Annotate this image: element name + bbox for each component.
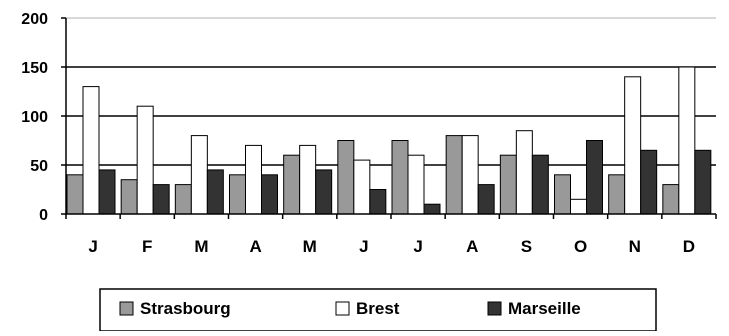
- y-tick-label: 150: [21, 60, 48, 77]
- legend-label-marseille: Marseille: [508, 299, 581, 318]
- bar-brest: [570, 198, 587, 215]
- bar-brest: [515, 130, 533, 215]
- bar-strasbourg: [337, 140, 355, 215]
- gridlines: [66, 17, 716, 166]
- bar-brest: [136, 105, 154, 215]
- y-tick-labels: 0 50 100 150 200: [21, 11, 48, 224]
- bar-marseille: [694, 149, 712, 215]
- bar-brest: [245, 144, 262, 215]
- bar-marseille: [315, 169, 333, 215]
- bar-strasbourg: [120, 179, 138, 215]
- y-tick-label: 100: [21, 109, 48, 126]
- x-tick-label: M: [303, 237, 317, 256]
- y-tick-label: 50: [30, 158, 48, 175]
- bar-strasbourg: [608, 174, 626, 215]
- axes: [61, 17, 717, 219]
- bar-marseille: [152, 184, 170, 215]
- bar-marseille: [261, 174, 278, 215]
- x-tick-label: F: [142, 237, 152, 256]
- legend-label-strasbourg: Strasbourg: [140, 299, 231, 318]
- y-tick-label: 0: [39, 207, 48, 224]
- bar-marseille: [369, 189, 387, 215]
- legend-label-brest: Brest: [356, 299, 400, 318]
- x-tick-label: A: [249, 237, 261, 256]
- bar-marseille: [477, 184, 495, 215]
- x-tick-label: J: [88, 237, 97, 256]
- bar-strasbourg: [391, 140, 409, 215]
- bar-strasbourg: [283, 154, 301, 215]
- bars: [66, 66, 712, 215]
- x-tick-label: J: [359, 237, 368, 256]
- y-tick-label: 200: [21, 11, 48, 28]
- bar-strasbourg: [66, 174, 84, 215]
- bar-marseille: [98, 169, 116, 215]
- bar-brest: [353, 159, 371, 215]
- legend-swatch-brest: [335, 301, 350, 316]
- x-tick-label: N: [629, 237, 641, 256]
- bar-strasbourg: [445, 135, 463, 215]
- x-tick-label: S: [521, 237, 532, 256]
- legend-swatch-strasbourg: [119, 301, 134, 316]
- legend-swatch-marseille: [487, 301, 502, 316]
- bar-brest: [461, 135, 479, 215]
- bar-brest: [624, 76, 642, 215]
- bar-strasbourg: [229, 174, 246, 215]
- bar-brest: [190, 135, 208, 215]
- x-tick-label: A: [466, 237, 478, 256]
- x-tick-label: J: [413, 237, 422, 256]
- bar-strasbourg: [174, 184, 192, 215]
- bar-marseille: [206, 169, 224, 215]
- bar-marseille: [586, 140, 603, 215]
- x-tick-label: O: [574, 237, 587, 256]
- bar-strasbourg: [554, 174, 571, 215]
- bar-strasbourg: [662, 184, 680, 215]
- bar-brest: [678, 66, 696, 215]
- legend: Strasbourg Brest Marseille: [99, 288, 657, 332]
- legend-box: [99, 288, 657, 332]
- bar-brest: [82, 86, 100, 215]
- bar-brest: [407, 154, 425, 215]
- bar-marseille: [423, 203, 441, 215]
- bar-brest: [299, 144, 317, 215]
- x-tick-label: D: [683, 237, 695, 256]
- bar-strasbourg: [499, 154, 517, 215]
- x-tick-label: M: [194, 237, 208, 256]
- bar-marseille: [531, 154, 549, 215]
- bar-marseille: [640, 149, 658, 215]
